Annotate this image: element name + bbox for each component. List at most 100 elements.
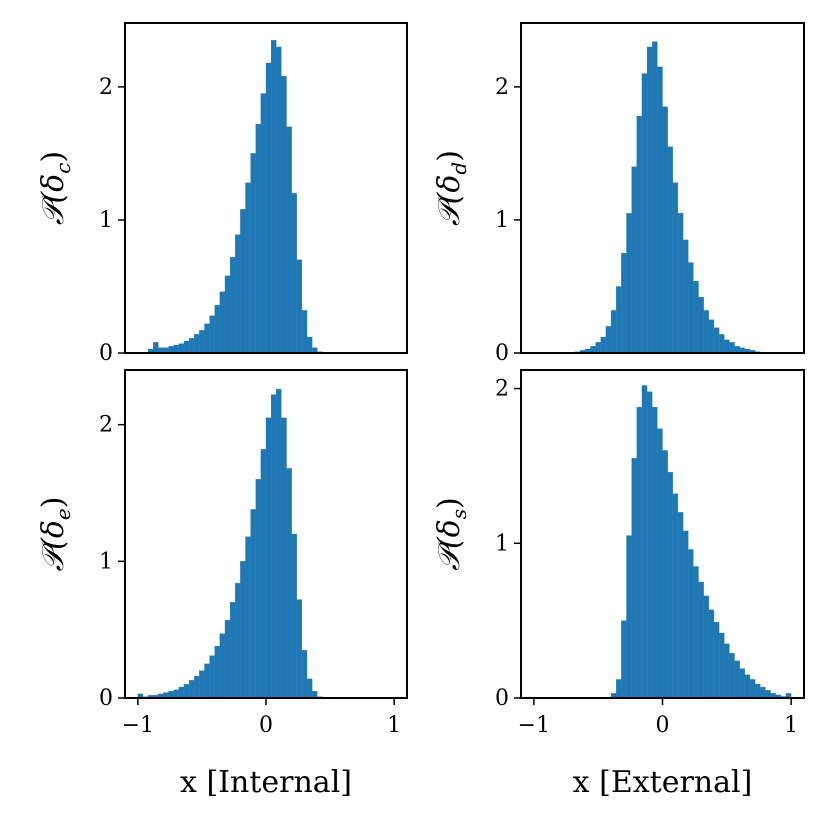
bar-d-25 — [703, 310, 709, 354]
bar-d-29 — [724, 339, 730, 354]
bar-e-20 — [240, 561, 246, 699]
ytick-label-e-2: 2 — [99, 413, 113, 438]
ytick-label-s-0: 0 — [495, 686, 509, 711]
bar-c-1 — [153, 342, 159, 354]
bar-s-11 — [667, 471, 673, 699]
bar-d-13 — [641, 73, 648, 354]
xtick-label-e-2: 1 — [387, 713, 401, 738]
bar-c-19 — [245, 182, 251, 354]
bar-e-27 — [276, 388, 282, 699]
bar-c-18 — [240, 209, 246, 354]
bar-c-5 — [173, 344, 179, 354]
bar-e-33 — [306, 678, 313, 699]
bar-d-12 — [636, 115, 643, 354]
bar-s-19 — [708, 609, 715, 699]
ylabel-s: 𝒫(δs) — [432, 497, 471, 570]
bar-s-9 — [657, 428, 663, 699]
bar-e-15 — [214, 645, 221, 699]
bar-d-18 — [667, 146, 673, 354]
bar-c-17 — [235, 234, 241, 354]
bar-e-34 — [311, 691, 318, 699]
bar-s-13 — [677, 512, 684, 699]
xtick-label-e-0: −1 — [122, 713, 154, 738]
bar-s-8 — [652, 406, 658, 699]
bar-s-30 — [765, 690, 771, 699]
bar-c-13 — [214, 304, 221, 354]
panel-c: 0 1 2 𝒫(δc) — [36, 22, 408, 366]
bar-s-20 — [713, 622, 720, 699]
bar-d-15 — [652, 41, 658, 354]
bar-c-14 — [219, 291, 226, 354]
bar-e-30 — [291, 533, 297, 699]
panel-s: 0 1 2 −1 0 1 x [External] 𝒫(δs) — [432, 369, 805, 800]
bar-s-4 — [631, 458, 637, 699]
bar-s-3 — [626, 535, 632, 699]
ytick-label-d-0: 0 — [495, 341, 509, 366]
bar-e-6 — [168, 691, 174, 699]
xlabel-e: x [Internal] — [180, 765, 352, 800]
bar-e-9 — [183, 684, 190, 699]
xtick-label-s-2: 1 — [784, 713, 798, 738]
bar-c-23 — [265, 62, 272, 354]
bar-c-9 — [194, 334, 200, 354]
panel-d: 0 1 2 𝒫(δd) — [432, 22, 805, 366]
bar-c-15 — [224, 275, 231, 354]
ytick-label-c-1: 1 — [99, 208, 113, 233]
bar-s-18 — [703, 595, 709, 699]
bar-e-11 — [194, 675, 200, 699]
bar-s-27 — [749, 679, 756, 699]
bar-c-12 — [209, 315, 215, 354]
bar-d-23 — [693, 280, 699, 354]
ylabel-e: 𝒫(δe) — [36, 497, 75, 572]
ytick-label-c-2: 2 — [99, 75, 113, 100]
bar-s-23 — [729, 652, 735, 699]
ylabel-c: 𝒫(δc) — [36, 151, 75, 225]
ytick-label-s-2: 2 — [495, 377, 509, 402]
bar-d-16 — [657, 66, 663, 354]
bar-c-21 — [255, 123, 262, 354]
bar-s-28 — [754, 683, 761, 699]
bar-e-21 — [245, 536, 251, 699]
bar-e-18 — [229, 602, 236, 699]
bar-e-14 — [209, 655, 215, 699]
xtick-label-s-1: 0 — [656, 713, 670, 738]
bar-c-25 — [276, 46, 282, 354]
bar-d-24 — [698, 296, 704, 354]
bar-e-10 — [188, 680, 195, 699]
bar-c-16 — [229, 257, 236, 354]
bar-c-7 — [183, 340, 190, 354]
xtick-label-s-0: −1 — [518, 713, 550, 738]
bar-s-26 — [744, 674, 751, 699]
bar-s-14 — [682, 530, 689, 699]
bar-c-6 — [178, 343, 185, 354]
bar-e-13 — [204, 663, 210, 699]
bar-e-31 — [296, 599, 303, 699]
bar-c-26 — [281, 76, 287, 354]
ytick-label-e-0: 0 — [99, 686, 113, 711]
bar-e-19 — [235, 583, 241, 699]
bar-c-24 — [270, 40, 277, 354]
bar-d-17 — [662, 106, 668, 354]
bar-s-25 — [739, 668, 745, 699]
bar-s-2 — [621, 620, 627, 699]
bar-e-22 — [250, 509, 256, 699]
ylabel-d: 𝒫(δd) — [432, 150, 471, 226]
bar-d-7 — [610, 310, 617, 354]
bar-d-14 — [646, 46, 653, 354]
ytick-label-d-1: 1 — [495, 208, 509, 233]
bar-c-11 — [204, 323, 210, 354]
bar-d-21 — [682, 239, 689, 354]
bar-s-1 — [616, 679, 622, 699]
bar-e-8 — [178, 686, 185, 699]
bar-d-11 — [631, 166, 637, 354]
bar-d-8 — [616, 286, 622, 354]
bar-e-29 — [286, 468, 292, 699]
bar-c-8 — [188, 338, 195, 354]
bar-s-22 — [724, 643, 730, 699]
bar-c-27 — [286, 126, 292, 354]
bar-d-10 — [626, 213, 632, 354]
bar-c-29 — [296, 259, 303, 354]
bar-c-10 — [199, 330, 205, 354]
bar-d-9 — [621, 253, 627, 354]
